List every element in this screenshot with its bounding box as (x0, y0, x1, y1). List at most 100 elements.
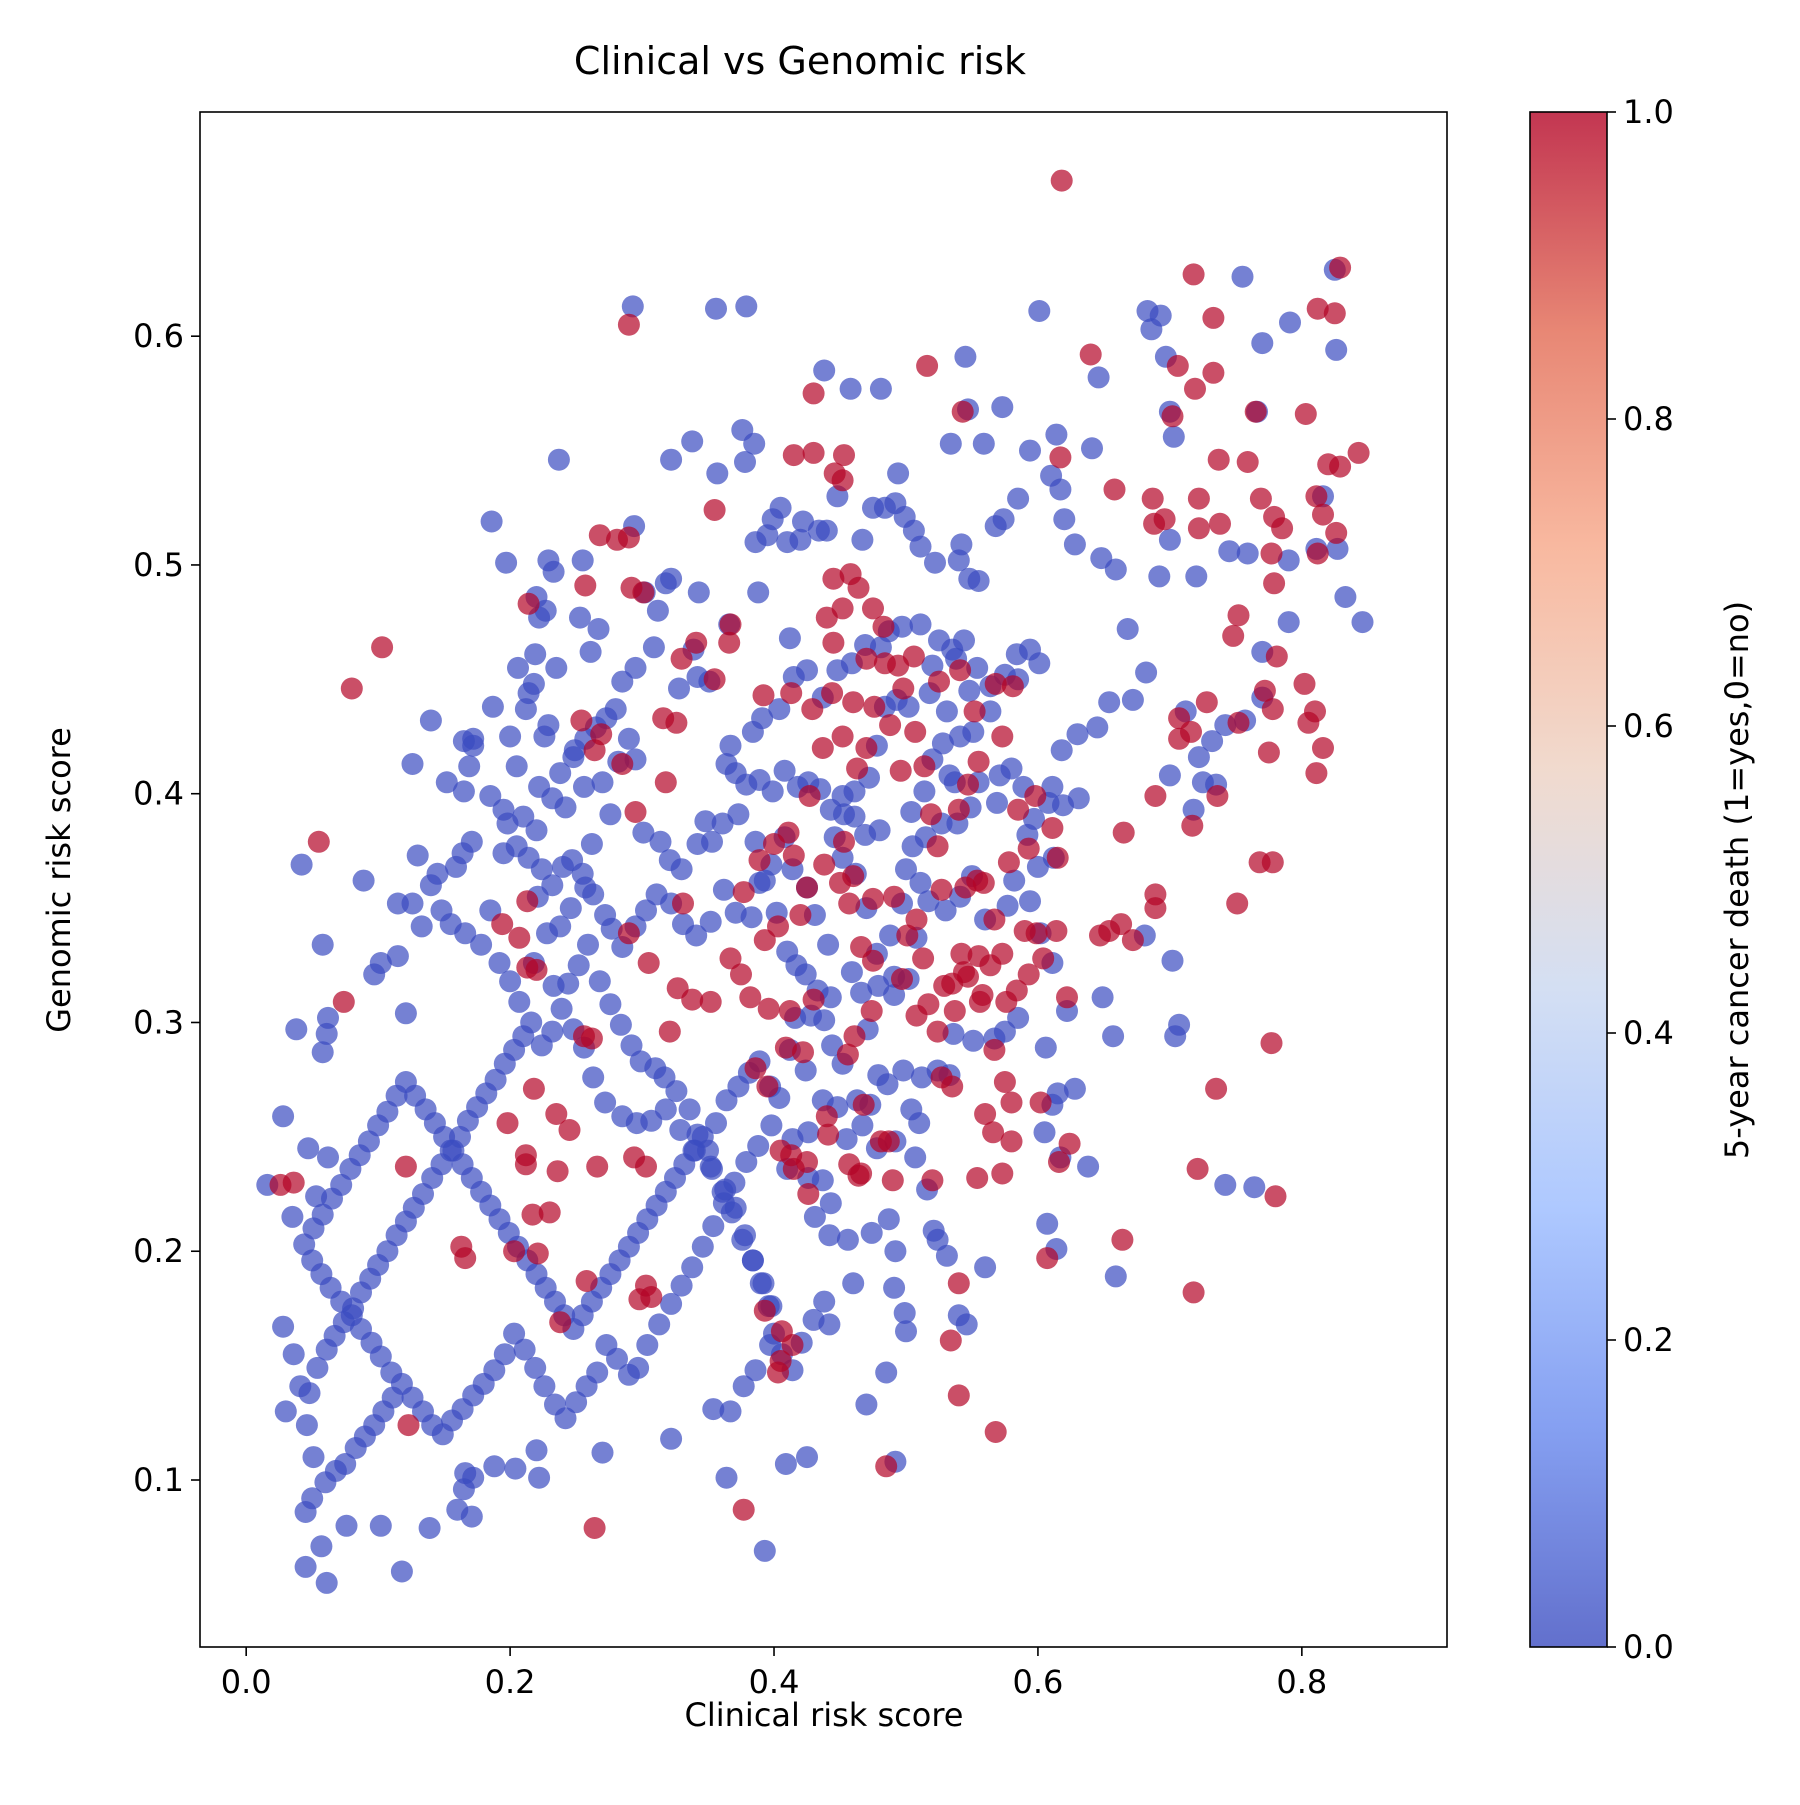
data-point (632, 821, 655, 844)
data-point (285, 1018, 308, 1041)
data-point (460, 1505, 483, 1528)
data-point (892, 1059, 915, 1082)
data-point (751, 707, 774, 730)
colorbar-tick-label: 0.2 (1623, 1321, 1674, 1359)
data-point (583, 739, 606, 762)
data-point (796, 1446, 818, 1469)
data-point (879, 714, 902, 737)
data-point (410, 915, 433, 938)
data-point (1028, 652, 1051, 675)
data-point (875, 1455, 898, 1478)
data-point (891, 968, 913, 990)
data-point (1026, 855, 1049, 878)
data-point (1205, 1077, 1228, 1100)
data-point (1195, 691, 1218, 714)
data-point (1081, 437, 1103, 460)
data-point (1305, 762, 1328, 785)
data-point (526, 1242, 549, 1265)
data-point (854, 823, 877, 846)
data-point (1166, 354, 1189, 377)
data-point (718, 631, 741, 654)
data-point (462, 727, 485, 750)
data-point (1023, 807, 1045, 830)
data-point (702, 1215, 725, 1238)
data-point (685, 631, 708, 654)
data-points (256, 169, 1374, 1594)
data-point (635, 1155, 657, 1178)
data-point (877, 1208, 900, 1231)
data-point (991, 1162, 1014, 1185)
data-point (744, 1359, 767, 1382)
data-point (1182, 798, 1205, 821)
data-point (821, 682, 844, 705)
data-point (838, 892, 861, 915)
data-point (748, 849, 771, 872)
data-point (813, 359, 836, 382)
x-axis-ticks: 0.0 0.2 0.4 0.6 0.8 (221, 1647, 1327, 1701)
data-point (1264, 1185, 1287, 1208)
data-point (369, 1514, 392, 1537)
data-point (1249, 487, 1272, 510)
data-point (544, 1393, 566, 1416)
data-point (789, 904, 812, 926)
data-point (768, 698, 791, 721)
data-point (311, 933, 334, 956)
data-point (640, 1286, 663, 1308)
data-point (732, 1498, 755, 1521)
data-point (1214, 1173, 1237, 1196)
data-point (715, 753, 738, 775)
data-point (624, 656, 647, 679)
data-point (376, 1240, 399, 1263)
data-point (1001, 675, 1024, 698)
data-point (580, 1027, 603, 1050)
data-point (991, 725, 1014, 748)
data-point (1243, 1176, 1266, 1199)
data-point (767, 915, 789, 938)
data-point (913, 755, 936, 778)
data-point (843, 805, 866, 828)
data-point (1050, 169, 1073, 192)
data-point (562, 746, 585, 769)
data-point (735, 1151, 758, 1173)
data-point (963, 700, 986, 723)
data-point (877, 1130, 900, 1153)
data-point (993, 1071, 1016, 1093)
data-point (850, 981, 873, 1004)
data-point (967, 570, 990, 592)
data-point (611, 753, 634, 775)
data-point (979, 700, 1002, 723)
data-point (575, 1270, 598, 1292)
y-tick-label: 0.6 (133, 317, 184, 355)
data-point (935, 700, 958, 723)
data-point (559, 897, 582, 920)
data-point (991, 396, 1014, 419)
data-point (901, 835, 924, 858)
data-point (512, 1025, 535, 1048)
data-point (587, 618, 610, 640)
data-point (982, 1121, 1005, 1144)
data-point (508, 926, 531, 949)
data-point (972, 871, 995, 894)
data-point (930, 1066, 953, 1089)
data-point (654, 771, 677, 794)
data-point (297, 1137, 320, 1160)
data-point (926, 1020, 949, 1043)
data-point (835, 1128, 858, 1151)
data-point (863, 695, 886, 718)
data-point (928, 670, 950, 693)
data-point (983, 908, 1006, 931)
data-point (1049, 478, 1072, 501)
x-tick-label: 0.4 (749, 1663, 800, 1701)
data-point (760, 1114, 783, 1137)
data-point (905, 908, 928, 931)
data-point (505, 755, 528, 778)
data-point (599, 993, 622, 1016)
data-point (594, 1091, 617, 1114)
data-point (1329, 256, 1352, 279)
data-point (774, 1036, 797, 1059)
data-point (815, 606, 838, 629)
data-point (966, 1167, 989, 1189)
data-point (401, 753, 424, 775)
data-point (1304, 700, 1326, 723)
